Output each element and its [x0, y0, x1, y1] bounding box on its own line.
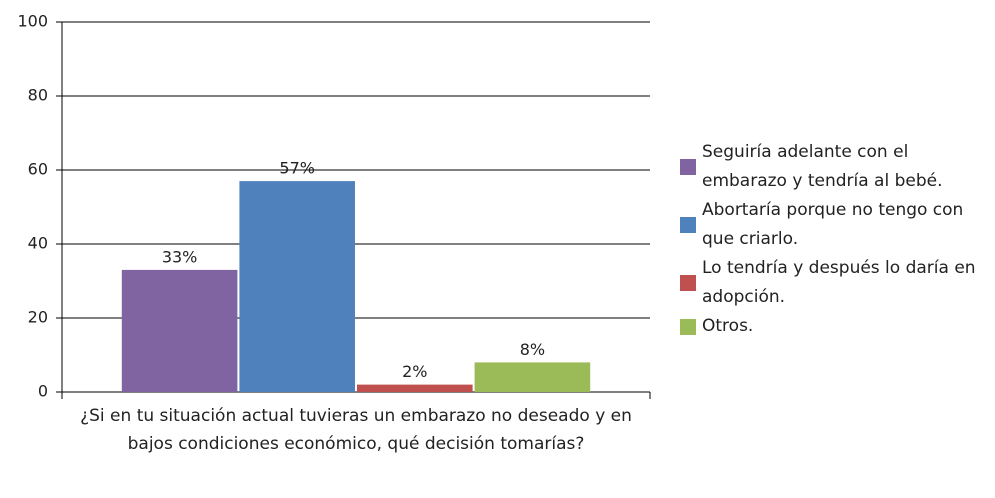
- y-tick-label: 80: [28, 86, 48, 105]
- legend-swatch: [680, 159, 696, 175]
- legend-swatch: [680, 217, 696, 233]
- y-tick-label: 100: [17, 12, 48, 31]
- legend: Seguiría adelante con el embarazo y tend…: [680, 138, 980, 341]
- bar: [474, 362, 591, 392]
- legend-item: Seguiría adelante con el embarazo y tend…: [680, 138, 980, 196]
- data-label: 57%: [279, 159, 315, 178]
- legend-label: Seguiría adelante con el embarazo y tend…: [702, 142, 943, 191]
- legend-label: Abortaría porque no tengo con que criarl…: [702, 200, 964, 249]
- y-tick-label: 60: [28, 160, 48, 179]
- legend-swatch: [680, 318, 696, 335]
- data-label: 33%: [162, 247, 198, 266]
- y-tick-label: 40: [28, 234, 48, 253]
- y-tick-label: 20: [28, 308, 48, 327]
- bar: [121, 269, 238, 392]
- data-label: 2%: [402, 362, 427, 381]
- legend-label: Otros.: [702, 316, 754, 336]
- legend-item: Lo tendría y después lo daría en adopció…: [680, 254, 980, 312]
- legend-label: Lo tendría y después lo daría en adopció…: [702, 258, 976, 307]
- bar: [357, 384, 473, 392]
- legend-item: Abortaría porque no tengo con que criarl…: [680, 196, 980, 254]
- x-category-label: ¿Si en tu situación actual tuvieras un e…: [80, 406, 632, 454]
- legend-swatch: [680, 275, 696, 291]
- bar: [239, 181, 355, 392]
- legend-item: Otros.: [680, 312, 980, 341]
- data-label: 8%: [520, 340, 545, 359]
- y-tick-label: 0: [38, 382, 48, 401]
